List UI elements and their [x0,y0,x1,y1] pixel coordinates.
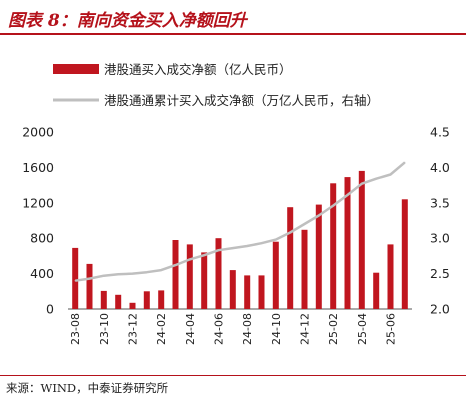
bar-24-04 [186,244,193,309]
bar-23-10 [100,290,107,309]
chart-title: 图表 8：南向资金买入净额回升 [8,11,247,31]
cumulative-line [75,161,406,282]
bar-23-11 [115,294,122,309]
line-point-23-09 [88,278,91,280]
x-tick-24-12: 24-12 [299,313,312,345]
bar-24-10 [272,241,279,309]
line-point-24-07 [232,247,234,249]
line-point-25-04 [361,183,363,185]
line-point-23-12 [131,273,134,275]
bar-25-05 [373,272,380,309]
line-point-25-01 [318,214,320,217]
line-point-23-11 [117,273,119,275]
y-left-tick-2000: 2000 [22,125,54,140]
y-left-tick-400: 400 [30,266,54,281]
x-axis-labels: 23-08 23-10 23-12 24-02 24-04 24-06 24-08 24-10… [69,313,397,345]
y-axis-right-labels: 2.0 2.5 3.0 3.5 4.0 4.5 [430,125,450,317]
line-point-23-08 [74,280,76,282]
line-point-25-06 [389,173,392,176]
x-tick-24-06: 24-06 [213,313,226,345]
bar-24-06 [215,238,222,309]
x-tick-24-10: 24-10 [270,313,283,345]
bar-23-08 [72,247,79,309]
line-point-24-08 [246,245,248,247]
bar-25-07 [401,199,408,309]
legend-bar-swatch [53,64,99,74]
bar-24-05 [201,252,208,309]
line-point-25-07 [404,161,406,163]
bar-25-04 [358,170,365,309]
line-point-24-01 [146,271,148,273]
x-tick-25-06: 25-06 [385,313,398,345]
y-axis-left-labels: 0 400 800 1200 1600 2000 [22,125,54,317]
line-point-24-09 [260,242,263,244]
bar-24-09 [258,275,265,309]
legend: 港股通买入成交净额（亿人民币） 港股通通累计买入成交净额（万亿人民币，右轴） [53,62,379,108]
y-right-tick-3.5: 3.5 [430,195,450,210]
x-tick-23-12: 23-12 [127,313,140,345]
legend-bar-label: 港股通买入成交净额（亿人民币） [104,62,292,77]
bar-24-02 [158,290,165,309]
x-tick-24-02: 24-02 [155,313,168,345]
line-point-24-10 [275,239,277,241]
bar-24-12 [301,229,308,309]
y-left-tick-1200: 1200 [22,195,54,210]
line-point-24-03 [174,264,177,266]
y-right-tick-2.5: 2.5 [430,266,450,281]
bar-series [72,170,408,309]
line-point-24-06 [217,249,220,251]
x-tick-23-08: 23-08 [69,313,82,345]
line-point-24-04 [189,258,191,260]
bar-25-03 [344,177,351,309]
source-divider [0,375,466,376]
line-point-25-02 [332,205,334,207]
line-point-24-11 [289,231,291,234]
x-tick-24-08: 24-08 [241,313,254,345]
bar-24-03 [172,240,179,309]
y-left-tick-1600: 1600 [22,160,54,175]
line-series [74,161,406,282]
source-note: 来源：WIND，中泰证券研究所 [6,381,169,395]
line-point-25-05 [375,178,377,180]
x-tick-24-04: 24-04 [184,313,197,345]
x-tick-25-02: 25-02 [327,313,340,345]
bar-25-02 [330,183,337,309]
title-divider [0,33,466,35]
line-point-24-12 [303,223,306,225]
y-right-tick-4.0: 4.0 [430,160,450,175]
x-tick-23-10: 23-10 [98,313,111,345]
y-left-tick-0: 0 [46,302,54,317]
title-bar: 图表 8：南向资金买入净额回升 [0,0,466,35]
y-right-tick-2.0: 2.0 [430,302,450,317]
y-right-tick-4.5: 4.5 [430,125,450,140]
bar-24-01 [143,291,150,309]
y-left-tick-800: 800 [30,231,54,246]
line-point-23-10 [103,275,105,277]
line-point-24-02 [160,269,162,271]
bar-24-07 [229,270,236,309]
bar-23-12 [129,302,136,309]
y-right-tick-3.0: 3.0 [430,231,450,246]
legend-line-label: 港股通通累计买入成交净额（万亿人民币，右轴） [104,93,379,108]
line-point-25-03 [346,194,349,196]
bar-25-01 [315,204,322,309]
bar-24-08 [244,275,251,309]
line-point-24-05 [203,254,205,256]
bar-24-11 [287,207,294,309]
bar-25-06 [387,244,394,309]
x-tick-25-04: 25-04 [356,313,369,345]
bar-23-09 [86,263,93,309]
